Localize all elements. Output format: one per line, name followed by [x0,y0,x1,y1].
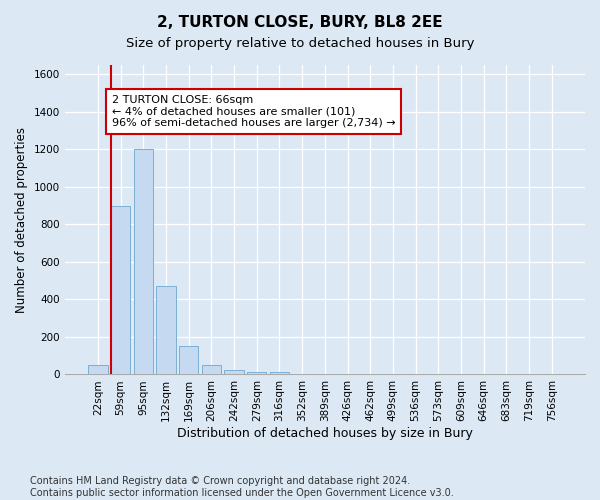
Bar [202,365,221,374]
Text: Size of property relative to detached houses in Bury: Size of property relative to detached ho… [126,38,474,51]
Bar [270,372,289,374]
Bar [179,346,199,374]
Bar [224,370,244,374]
Text: 2 TURTON CLOSE: 66sqm
← 4% of detached houses are smaller (101)
96% of semi-deta: 2 TURTON CLOSE: 66sqm ← 4% of detached h… [112,95,395,128]
X-axis label: Distribution of detached houses by size in Bury: Distribution of detached houses by size … [177,427,473,440]
Bar [134,150,153,374]
Text: Contains HM Land Registry data © Crown copyright and database right 2024.
Contai: Contains HM Land Registry data © Crown c… [30,476,454,498]
Bar [157,286,176,374]
Y-axis label: Number of detached properties: Number of detached properties [15,126,28,312]
Bar [247,372,266,374]
Bar [88,365,107,374]
Text: 2, TURTON CLOSE, BURY, BL8 2EE: 2, TURTON CLOSE, BURY, BL8 2EE [157,15,443,30]
Bar [111,206,130,374]
